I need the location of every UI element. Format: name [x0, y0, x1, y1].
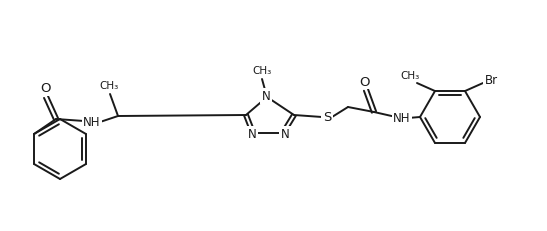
Text: CH₃: CH₃: [400, 71, 420, 81]
Text: CH₃: CH₃: [100, 81, 119, 91]
Text: CH₃: CH₃: [252, 66, 272, 76]
Text: Br: Br: [485, 73, 498, 86]
Text: NH: NH: [83, 116, 101, 129]
Text: NH: NH: [393, 112, 411, 125]
Text: O: O: [40, 82, 50, 95]
Text: N: N: [248, 128, 257, 141]
Text: S: S: [323, 111, 331, 124]
Text: N: N: [281, 128, 289, 141]
Text: O: O: [360, 75, 370, 88]
Text: N: N: [261, 90, 270, 103]
